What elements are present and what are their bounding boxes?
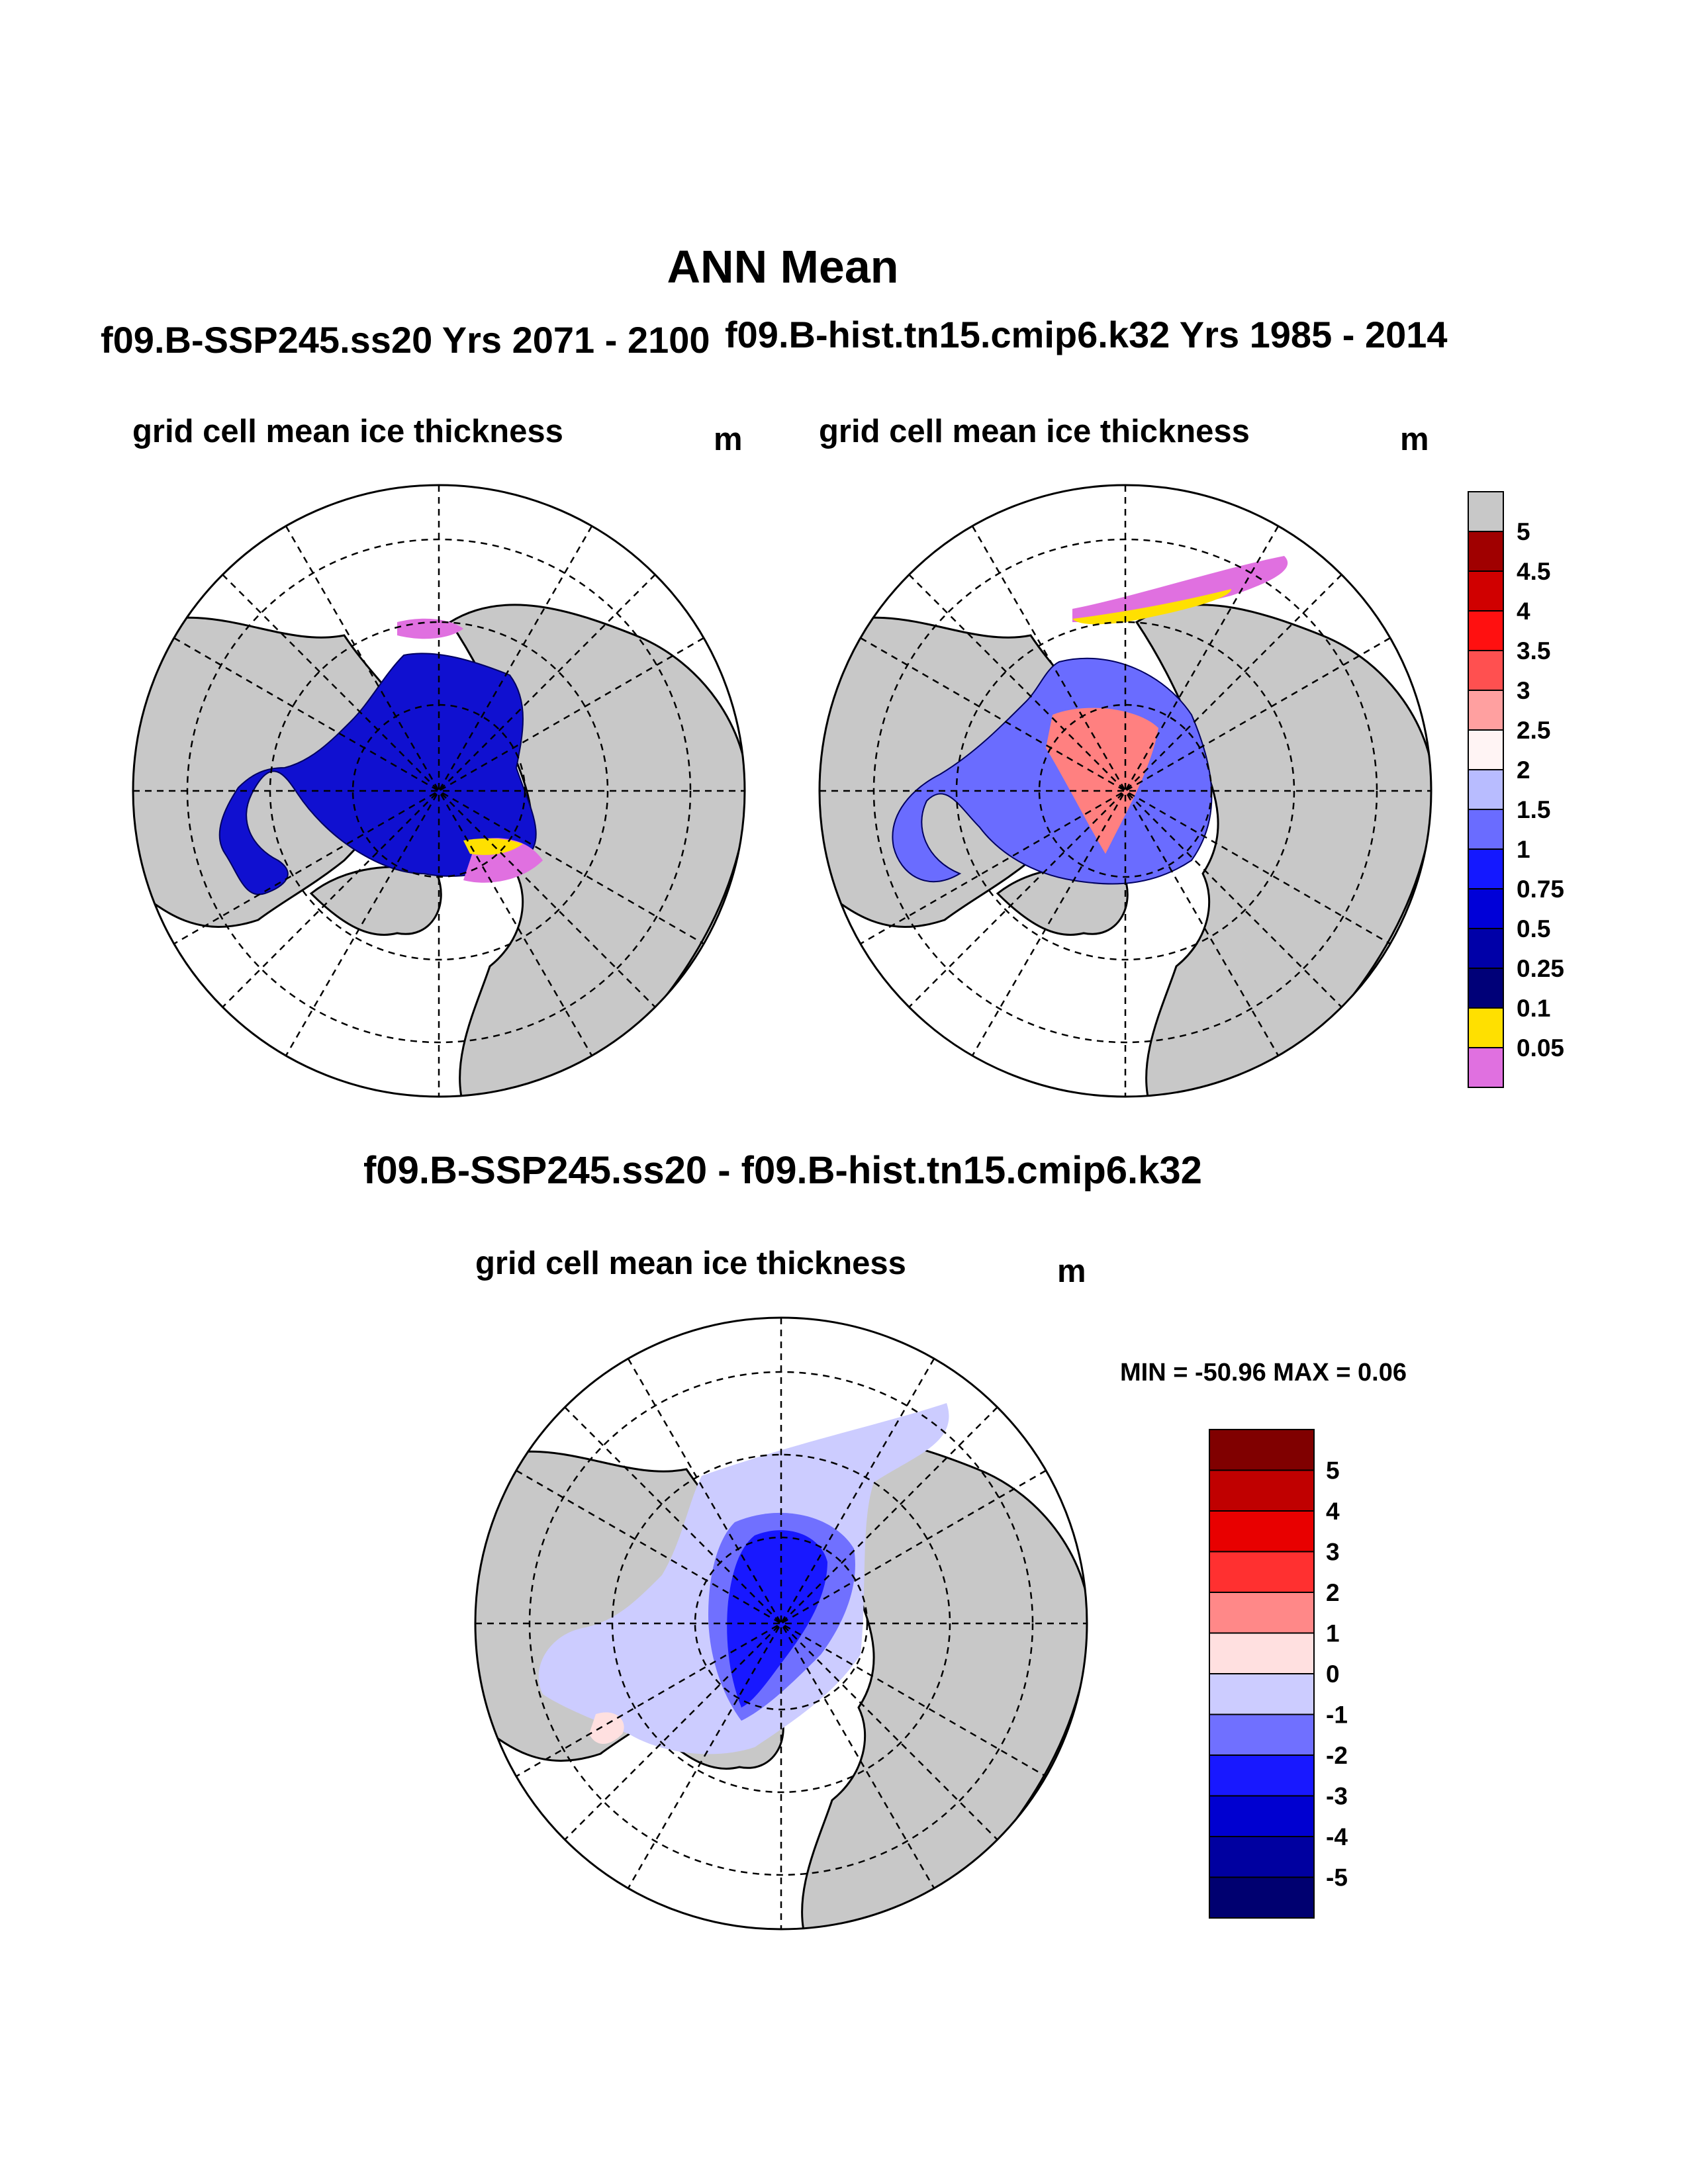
map2-sea-ice-thick xyxy=(1046,707,1158,854)
colorbar-top-swatch xyxy=(1468,690,1504,731)
colorbar-diff-swatch xyxy=(1209,1795,1315,1837)
colorbar-top-tick-label: 0.1 xyxy=(1517,995,1550,1022)
colorbar-diff-tick-label: 1 xyxy=(1326,1620,1340,1647)
colorbar-diff-swatch xyxy=(1209,1551,1315,1593)
colorbar-diff-swatch xyxy=(1209,1469,1315,1512)
colorbar-top-tick-label: 3.5 xyxy=(1517,637,1550,664)
map2-sea-ice-edge-yellow xyxy=(1072,589,1231,625)
map3-diff-positive xyxy=(589,1712,624,1744)
colorbar-difference: 5 4 3 2 1 0 -1 -2 -3 -4 -5 xyxy=(1209,1429,1348,1919)
colorbar-diff-swatch xyxy=(1209,1510,1315,1553)
colorbar-top-swatch xyxy=(1468,848,1504,889)
colorbar-diff-swatch xyxy=(1209,1592,1315,1634)
colorbar-diff-tick-label: 0 xyxy=(1326,1661,1340,1688)
panel1-variable-label: grid cell mean ice thickness xyxy=(132,414,563,449)
colorbar-diff-tick-label: 5 xyxy=(1326,1457,1340,1484)
colorbar-top-tick-label: 4 xyxy=(1517,598,1530,625)
min-max-stats: MIN = -50.96 MAX = 0.06 xyxy=(1120,1359,1407,1387)
colorbar-top-tick-label: 2.5 xyxy=(1517,717,1550,744)
difference-title: f09.B-SSP245.ss20 - f09.B-hist.tn15.cmip… xyxy=(363,1149,1202,1192)
colorbar-diff-tick-label: -1 xyxy=(1326,1702,1348,1729)
colorbar-top-tick-label: 1 xyxy=(1517,836,1530,863)
colorbar-top-swatch xyxy=(1468,729,1504,770)
colorbar-diff-tick-label: -2 xyxy=(1326,1742,1348,1769)
colorbar-diff-tick-label: -3 xyxy=(1326,1783,1348,1810)
colorbar-diff-tick-label: -4 xyxy=(1326,1823,1348,1850)
panel2-units-label: m xyxy=(1400,422,1429,457)
colorbar-diff-tick-label: 4 xyxy=(1326,1498,1340,1525)
panel2-variable-label: grid cell mean ice thickness xyxy=(819,414,1250,449)
colorbar-diff-swatch xyxy=(1209,1876,1315,1919)
colorbar-diff-tick-label: -5 xyxy=(1326,1864,1348,1891)
map2-border xyxy=(818,484,1432,1098)
colorbar-diff-swatch xyxy=(1209,1673,1315,1715)
colorbar-diff-swatch xyxy=(1209,1632,1315,1674)
colorbar-top: 5 4.5 4 3.5 3 2.5 2 1.5 1 0.75 0.5 0.25 0.1 0.05 xyxy=(1468,491,1564,1088)
colorbar-top-tick-label: 4.5 xyxy=(1517,558,1550,585)
colorbar-top-tick-label: 1.5 xyxy=(1517,796,1550,823)
colorbar-top-tick-label: 0.5 xyxy=(1517,915,1550,942)
colorbar-diff-swatch xyxy=(1209,1713,1315,1756)
map3-graticule xyxy=(475,1318,1087,1929)
map1-graticule xyxy=(133,485,745,1097)
colorbar-diff-tick-label: 3 xyxy=(1326,1539,1340,1566)
colorbar-top-tick-label: 3 xyxy=(1517,677,1530,704)
map-panel-2 xyxy=(818,484,1432,1098)
colorbar-diff-swatch xyxy=(1209,1429,1315,1471)
map2-sea-ice-edge xyxy=(1072,556,1288,622)
colorbar-top-swatch xyxy=(1468,531,1504,572)
panel1-case-title: f09.B-SSP245.ss20 Yrs 2071 - 2100 xyxy=(101,319,710,361)
colorbar-top-swatch xyxy=(1468,809,1504,850)
map1-sea-ice-edge-north xyxy=(397,618,463,639)
map1-border xyxy=(132,484,746,1098)
colorbar-top-swatch xyxy=(1468,769,1504,810)
map-panel-difference xyxy=(474,1316,1088,1931)
colorbar-top-swatch xyxy=(1468,570,1504,612)
colorbar-diff-swatch xyxy=(1209,1754,1315,1797)
colorbar-top-tick-label: 0.05 xyxy=(1517,1034,1564,1062)
colorbar-diff-tick-label: 2 xyxy=(1326,1579,1340,1606)
colorbar-top-swatch xyxy=(1468,610,1504,651)
figure-title: ANN Mean xyxy=(667,241,899,293)
map3-border xyxy=(474,1316,1088,1931)
colorbar-top-swatch xyxy=(1468,928,1504,969)
map2-graticule xyxy=(820,485,1431,1097)
colorbar-top-swatch xyxy=(1468,1007,1504,1048)
colorbar-top-swatch xyxy=(1468,1047,1504,1088)
colorbar-top-tick-label: 5 xyxy=(1517,518,1530,545)
map-panel-1 xyxy=(132,484,746,1098)
colorbar-top-swatch xyxy=(1468,888,1504,929)
colorbar-top-swatch xyxy=(1468,650,1504,691)
colorbar-top-tick-label: 0.75 xyxy=(1517,876,1564,903)
colorbar-top-tick-label: 2 xyxy=(1517,756,1530,784)
colorbar-top-tick-label: 0.25 xyxy=(1517,955,1564,982)
panel2-case-title: f09.B-hist.tn15.cmip6.k32 Yrs 1985 - 201… xyxy=(725,314,1448,355)
panel3-variable-label: grid cell mean ice thickness xyxy=(475,1246,906,1281)
map1-sea-ice xyxy=(218,653,537,895)
colorbar-top-swatch xyxy=(1468,491,1504,532)
panel1-units-label: m xyxy=(714,422,743,457)
colorbar-diff-swatch xyxy=(1209,1836,1315,1878)
map1-sea-ice-edge-yellow xyxy=(463,838,523,855)
panel3-units-label: m xyxy=(1057,1253,1086,1289)
colorbar-top-swatch xyxy=(1468,968,1504,1009)
